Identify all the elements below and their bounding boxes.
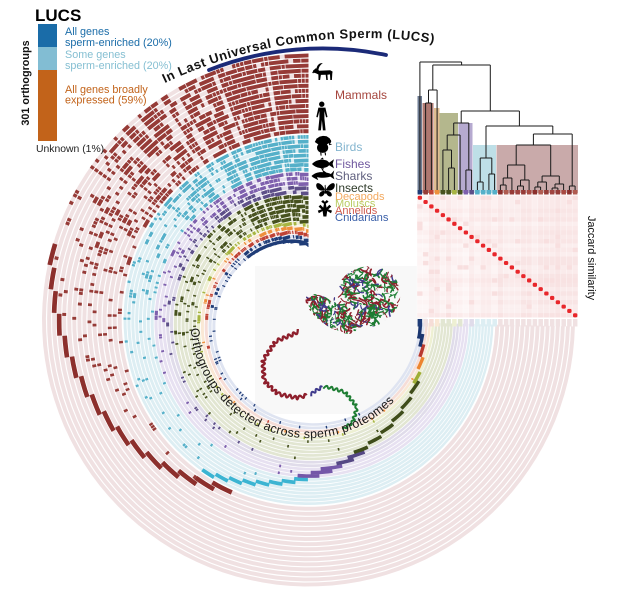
svg-text:All genes broadly: All genes broadly <box>65 84 148 96</box>
svg-text:Fishes: Fishes <box>335 157 370 171</box>
svg-text:Annelids: Annelids <box>335 205 378 217</box>
svg-text:301 orthogroups: 301 orthogroups <box>20 40 32 125</box>
svg-text:Mammals: Mammals <box>335 88 387 102</box>
svg-text:Insects: Insects <box>335 181 373 195</box>
svg-text:Birds: Birds <box>335 140 362 154</box>
svg-text:LUCS: LUCS <box>35 6 81 25</box>
svg-text:Some genes: Some genes <box>65 49 126 61</box>
svg-text:Sharks: Sharks <box>335 169 372 183</box>
svg-text:Moluscs: Moluscs <box>335 198 376 210</box>
svg-text:Cnidarians: Cnidarians <box>335 212 389 224</box>
svg-text:expressed (59%): expressed (59%) <box>65 95 147 107</box>
svg-text:sperm-enriched (20%): sperm-enriched (20%) <box>65 60 172 72</box>
svg-text:Decapods: Decapods <box>335 191 385 203</box>
svg-text:sperm-enriched (20%): sperm-enriched (20%) <box>65 37 172 49</box>
svg-text:All genes: All genes <box>65 26 110 38</box>
svg-text:Jaccard similarity: Jaccard similarity <box>585 216 597 301</box>
svg-text:Unknown (1%): Unknown (1%) <box>36 144 104 155</box>
